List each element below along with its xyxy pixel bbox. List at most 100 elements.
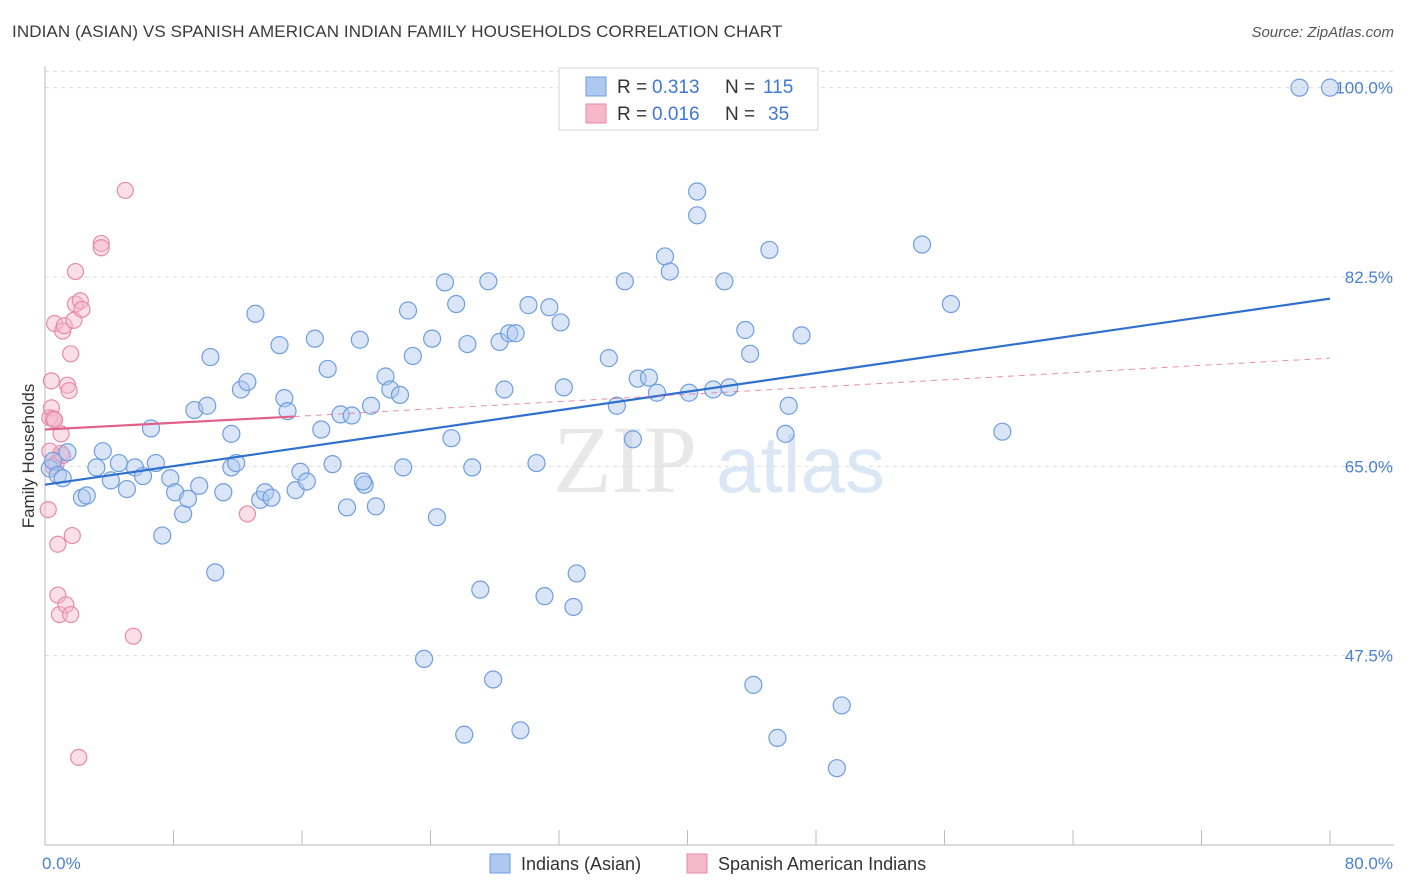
source-label: Source: ZipAtlas.com [1251, 24, 1394, 41]
blue-point [246, 304, 265, 323]
blue-point [527, 453, 546, 473]
blue-point [381, 380, 400, 399]
blue-point [291, 462, 310, 481]
blue-point [312, 420, 331, 439]
pink-point [62, 345, 80, 363]
series-spanish-american-indians-points [39, 181, 256, 766]
grid-lines [45, 70, 1394, 657]
blue-point [688, 182, 707, 201]
blue-point [1320, 78, 1340, 97]
blue-point [77, 486, 96, 505]
bottom-legend-label-blue: Indians (Asian) [521, 854, 641, 874]
chart-title: INDIAN (ASIAN) VS SPANISH AMERICAN INDIA… [12, 22, 783, 41]
legend-box: R = 0.313 N = 115 R = 0.016 N = 35 [558, 67, 819, 131]
blue-point [93, 442, 112, 461]
blue-point [227, 453, 246, 473]
blue-point [479, 272, 498, 291]
blue-point [779, 396, 798, 415]
blue-point [222, 424, 241, 443]
legend-n-value-pink: 35 [768, 104, 789, 125]
blue-point [117, 479, 137, 499]
blue-point [231, 380, 251, 399]
y-tick-label: 100.0% [1335, 79, 1393, 98]
blue-point [912, 235, 932, 254]
bottom-legend-label-pink: Spanish American Indians [718, 854, 926, 874]
y-axis-title: Family Households [19, 384, 38, 529]
pink-point [42, 372, 61, 390]
legend-r-label-pink: R = [617, 104, 647, 125]
blue-point [768, 728, 787, 747]
blue-point [238, 372, 257, 392]
bottom-legend-swatch-blue [489, 853, 511, 874]
blue-point [615, 272, 634, 291]
pink-point [73, 300, 91, 319]
bottom-legend-swatch-pink [686, 853, 708, 874]
blue-point [551, 313, 570, 332]
blue-point [458, 334, 477, 354]
blue-point [414, 649, 434, 669]
blue-point [270, 336, 289, 355]
trend-line-pink [44, 415, 295, 431]
blue-point [455, 725, 474, 744]
pink-point [55, 317, 73, 335]
blue-point [827, 759, 846, 778]
blue-point [214, 483, 233, 502]
y-tick-label: 47.5% [1345, 647, 1393, 666]
pink-point [238, 505, 256, 523]
blue-point [366, 497, 385, 516]
axes [44, 66, 1394, 846]
blue-point [109, 453, 128, 473]
blue-point [305, 329, 324, 348]
blue-point [506, 324, 525, 343]
trend-lines [44, 297, 1331, 486]
blue-point [941, 294, 961, 314]
blue-point [564, 597, 583, 617]
blue-point [519, 296, 538, 315]
x-ticks [44, 830, 1331, 845]
legend-n-label-pink: N = [725, 104, 755, 125]
blue-point [53, 469, 72, 488]
blue-point [201, 347, 220, 367]
blue-point [427, 508, 447, 527]
blue-point [178, 489, 198, 508]
blue-point [390, 385, 410, 405]
blue-point [500, 324, 519, 343]
pink-point [60, 381, 78, 400]
pink-point [57, 596, 75, 614]
y-tick-labels: 47.5% 65.0% 82.5% 100.0% [1335, 79, 1393, 666]
blue-point [567, 564, 586, 583]
legend-r-label-blue: R = [617, 77, 647, 98]
legend-r-value-pink: 0.016 [652, 104, 700, 125]
blue-point [623, 430, 642, 449]
blue-point [1290, 78, 1309, 97]
blue-point [423, 329, 442, 348]
blue-point [398, 301, 418, 320]
blue-point [832, 696, 851, 715]
blue-point [297, 472, 316, 491]
blue-point [323, 455, 342, 474]
legend-n-value-blue: 115 [763, 77, 793, 98]
trend-line-pink-dashed [293, 357, 1331, 418]
blue-point [342, 406, 361, 425]
blue-point [655, 247, 675, 266]
blue-point [361, 396, 381, 415]
blue-point [741, 344, 760, 363]
blue-point [993, 422, 1012, 441]
y-tick-label: 65.0% [1345, 457, 1393, 476]
x-tick-label-max: 80.0% [1345, 854, 1393, 873]
blue-point [463, 458, 482, 477]
watermark-zip: ZIP [553, 406, 697, 513]
blue-point [337, 498, 357, 517]
blue-point [688, 206, 707, 225]
pink-point [92, 239, 110, 257]
blue-point [715, 272, 734, 291]
blue-point [647, 383, 667, 402]
blue-point [58, 443, 77, 462]
pink-point [116, 181, 134, 200]
blue-point [318, 359, 337, 379]
legend-n-label-blue: N = [725, 77, 755, 98]
blue-point [744, 675, 763, 694]
y-tick-label: 82.5% [1345, 268, 1393, 287]
pink-point [124, 627, 142, 645]
